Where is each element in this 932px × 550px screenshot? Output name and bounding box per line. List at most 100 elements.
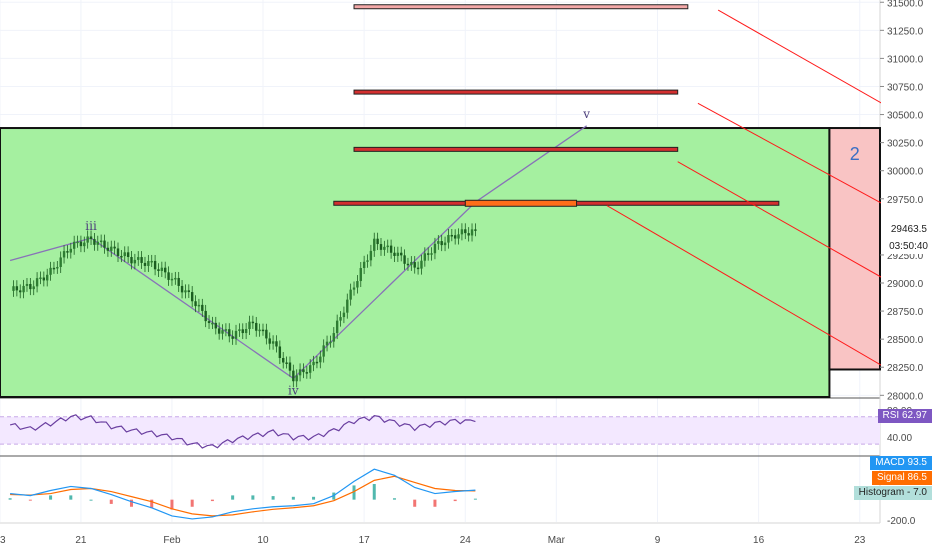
candle-body — [332, 333, 335, 342]
candle-body — [177, 277, 180, 286]
candle-body — [126, 252, 130, 257]
price-tick-label: 28500.0 — [887, 335, 924, 346]
candle-body — [39, 277, 42, 280]
wave-label-v: v — [582, 107, 590, 121]
candle-body — [197, 304, 201, 307]
candle-body — [238, 329, 241, 331]
candle-body — [308, 365, 312, 373]
candle-body — [170, 278, 174, 281]
rsi-pane — [0, 414, 880, 449]
level-line-1 — [353, 4, 689, 10]
candle-body — [207, 321, 211, 324]
candle-body — [437, 241, 440, 244]
histogram-bar — [210, 499, 214, 502]
histogram-bar — [150, 499, 154, 509]
candle-body — [130, 256, 133, 264]
candle-body — [440, 241, 443, 246]
candle-body — [153, 260, 157, 270]
candle-body — [376, 238, 379, 245]
price-tick-label: 31500.0 — [887, 0, 924, 9]
level-line-2 — [353, 89, 679, 95]
candle-body — [420, 260, 423, 269]
rsi-label: RSI — [882, 410, 900, 421]
candle-body — [69, 248, 73, 253]
macd-label: MACD — [875, 457, 905, 468]
time-tick-label: 24 — [460, 535, 472, 546]
candle-body — [400, 252, 403, 256]
histogram-bar — [89, 499, 93, 501]
time-tick-label: 9 — [655, 535, 661, 546]
time-axis[interactable]: 321Feb101724Mar91623Apr — [0, 522, 932, 550]
candle-body — [393, 252, 396, 256]
level-lines[interactable] — [333, 4, 780, 207]
candle-body — [271, 341, 275, 344]
candle-body — [305, 372, 309, 374]
price-tick-label: 29250.0 — [887, 251, 924, 262]
candle-body — [373, 238, 376, 251]
candle-body — [443, 242, 447, 246]
zone-label: 2 — [850, 144, 860, 164]
candle-body — [22, 285, 25, 293]
signal-label: Signal — [876, 472, 905, 483]
level-line-3 — [353, 146, 679, 152]
signal-value: 86.5 — [907, 472, 927, 483]
time-tick-label: Feb — [163, 535, 181, 546]
price-series — [12, 223, 477, 388]
time-tick-label: 17 — [359, 535, 371, 546]
candle-body — [96, 241, 99, 245]
histogram-bar — [190, 499, 194, 507]
candle-body — [251, 321, 255, 324]
histogram-bar — [251, 495, 255, 500]
candle-body — [29, 283, 32, 290]
candle-body — [99, 240, 103, 243]
candle-body — [140, 257, 143, 263]
price-tick-label: 31000.0 — [887, 54, 924, 65]
candle-body — [312, 361, 315, 366]
candle-body — [298, 369, 302, 376]
candle-body — [103, 240, 106, 248]
histogram-bar — [352, 485, 356, 500]
price-tick-label: 29000.0 — [887, 279, 924, 290]
macd-tick-label: -200.0 — [887, 516, 916, 527]
histogram-value-badge: Histogram - 7.0 — [853, 486, 932, 500]
candle-body — [359, 268, 362, 282]
candle-body — [86, 236, 89, 243]
countdown-badge: 03:50:40 — [885, 240, 932, 254]
candle-body — [32, 286, 35, 290]
arrow-line-2 — [677, 161, 932, 307]
candle-body — [356, 281, 359, 288]
candle-body — [265, 329, 268, 339]
candle-body — [275, 341, 278, 347]
candle-body — [211, 322, 214, 325]
candle-body — [113, 246, 116, 249]
wave-label-iii: iii — [85, 219, 97, 233]
price-tick-label: 28250.0 — [887, 363, 924, 374]
candle-body — [241, 329, 244, 334]
price-tick-label: 30500.0 — [887, 111, 924, 122]
wave-label-iv: iv — [288, 383, 299, 397]
candle-body — [403, 255, 406, 264]
histogram-bar — [109, 499, 113, 504]
candle-body — [93, 239, 96, 245]
candle-body — [83, 242, 86, 247]
candle-body — [383, 246, 386, 250]
candle-body — [56, 266, 59, 269]
rsi-tick-label: 40.00 — [887, 433, 912, 444]
macd-line — [10, 468, 476, 520]
candle-body — [295, 375, 298, 382]
candle-body — [450, 234, 454, 237]
candle-body — [221, 330, 224, 334]
candle-body — [288, 362, 292, 371]
candle-body — [244, 329, 248, 334]
price-tick-label: 30250.0 — [887, 139, 924, 150]
candle-body — [133, 259, 137, 264]
time-tick-label: 21 — [75, 535, 87, 546]
candle-body — [72, 241, 76, 249]
candle-body — [184, 290, 187, 293]
candle-body — [89, 236, 93, 240]
candle-body — [292, 370, 295, 382]
candle-body — [12, 286, 15, 291]
candle-body — [329, 341, 332, 344]
candle-body — [426, 253, 430, 255]
